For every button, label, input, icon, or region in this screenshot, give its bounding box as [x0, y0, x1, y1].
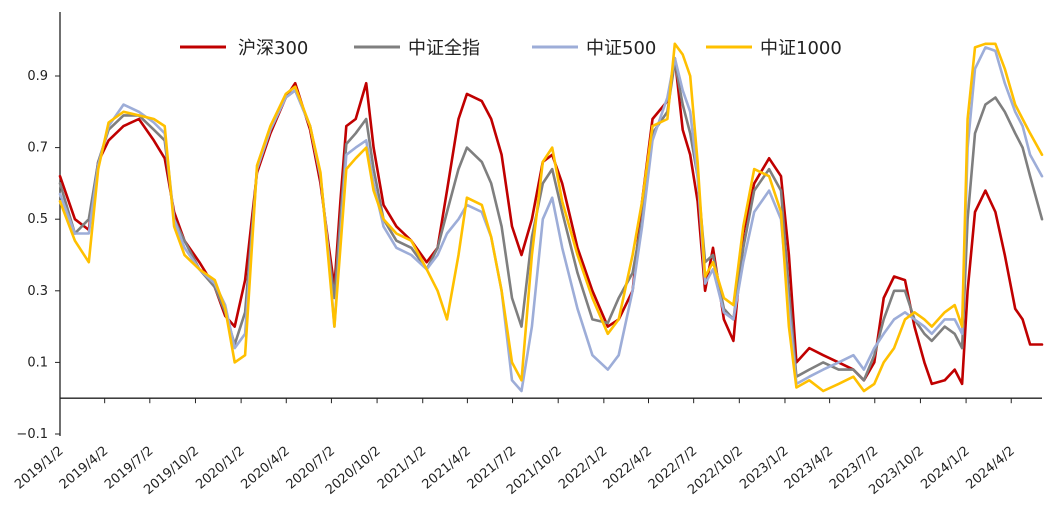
x-axis: 2019/1/22019/4/22019/7/22019/10/22020/1/… — [12, 397, 1042, 498]
x-tick-label: 2023/1/2 — [737, 444, 791, 493]
x-tick-label: 2019/1/2 — [12, 444, 66, 493]
y-tick-label: 0.9 — [27, 69, 48, 84]
series-line-1 — [58, 56, 1044, 386]
y-axis: −0.1 0.1 0.3 0.5 0.7 0.9 — [16, 12, 61, 442]
series-layer — [58, 42, 1044, 393]
x-tick-label: 2023/4/2 — [782, 444, 836, 493]
legend: 沪深300 中证全指 中证500 中证1000 — [180, 38, 842, 59]
y-tick-label: 0.7 — [27, 141, 48, 156]
series-line-4 — [58, 42, 1044, 393]
x-tick-label: 2020/1/2 — [193, 444, 247, 493]
legend-label-3: 中证500 — [586, 38, 656, 59]
y-tick-label: 0.5 — [27, 212, 48, 227]
legend-label-2: 中证全指 — [408, 38, 480, 59]
x-tick-label: 2024/4/2 — [963, 444, 1017, 493]
x-tick-label: 2024/1/2 — [918, 444, 972, 493]
series-line-2 — [58, 60, 1044, 382]
x-tick-label: 2021/1/2 — [375, 444, 429, 493]
series-line-3 — [58, 46, 1044, 393]
legend-label-4: 中证1000 — [760, 38, 842, 59]
y-tick-label: 0.1 — [27, 355, 48, 370]
x-tick-label: 2020/4/2 — [238, 444, 292, 493]
legend-label-1: 沪深300 — [238, 38, 308, 59]
y-tick-label: −0.1 — [16, 427, 48, 442]
x-tick-label: 2021/4/2 — [420, 444, 474, 493]
y-tick-label: 0.3 — [27, 284, 48, 299]
x-tick-label: 2019/4/2 — [57, 444, 111, 493]
x-tick-label: 2022/4/2 — [601, 444, 655, 493]
x-tick-label: 2022/1/2 — [556, 444, 610, 493]
